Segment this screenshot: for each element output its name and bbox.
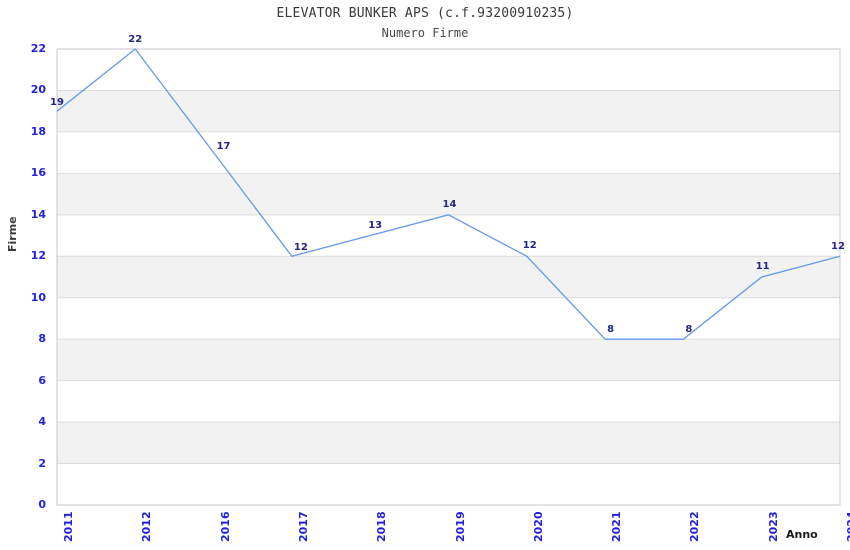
y-axis-tick-label: 6: [38, 373, 46, 387]
data-point-label: 8: [607, 324, 615, 336]
x-axis-tick-label: 2011: [62, 511, 75, 542]
gridlines: [57, 48, 840, 506]
alternating-bands: [57, 90, 840, 464]
chart-subtitle: Numero Firme: [381, 26, 469, 40]
y-axis-tick-label: 20: [30, 83, 46, 97]
x-axis-tick-label: 2022: [688, 511, 702, 542]
chart-title: ELEVATOR BUNKER APS (c.f.93200910235): [276, 6, 574, 21]
band: [57, 173, 840, 215]
band: [57, 90, 840, 132]
y-axis-tick-label: 14: [30, 207, 46, 221]
data-point-label: 22: [128, 34, 143, 45]
y-axis-tick-label: 0: [38, 498, 46, 511]
data-point-label: 11: [755, 261, 770, 272]
y-axis-tick-label: 8: [38, 332, 46, 346]
data-point-label: 12: [522, 240, 537, 252]
y-axis-tick-label: 22: [30, 42, 46, 55]
data-point-label: 19: [50, 97, 64, 109]
x-axis-tick-label: 2017: [296, 511, 310, 542]
data-point-label: 14: [442, 198, 457, 210]
x-axis-title: Anno: [786, 528, 818, 541]
x-axis-tick-label: 2018: [375, 511, 389, 542]
y-axis-tick-label: 4: [38, 415, 46, 429]
y-axis-tick-label: 12: [30, 249, 46, 263]
y-axis-tick-label: 16: [30, 166, 46, 180]
y-axis-tick-label: 18: [30, 124, 46, 138]
series-line: [56, 48, 841, 340]
data-point-label: 12: [831, 241, 845, 253]
data-point-label: 13: [368, 219, 383, 231]
x-axis-tick-label: 2020: [531, 511, 545, 542]
x-axis-tick-label: 2023: [766, 511, 780, 542]
band: [57, 256, 840, 298]
y-axis-tick-label: 2: [38, 456, 46, 470]
data-point-label: 12: [293, 242, 308, 254]
data-point-label: 8: [685, 324, 693, 336]
band: [57, 339, 840, 381]
plot-frame: [56, 48, 841, 506]
y-axis-tick-label: 10: [30, 290, 46, 304]
x-axis-tick-label: 2012: [140, 511, 154, 542]
x-axis-tick-label: 2021: [610, 511, 624, 542]
x-axis-tick-label: 2016: [218, 511, 232, 542]
x-axis-tick-label: 2019: [453, 511, 467, 542]
x-axis-tick-label: 2024: [845, 511, 850, 542]
data-point-label: 17: [216, 140, 231, 152]
band: [57, 422, 840, 464]
